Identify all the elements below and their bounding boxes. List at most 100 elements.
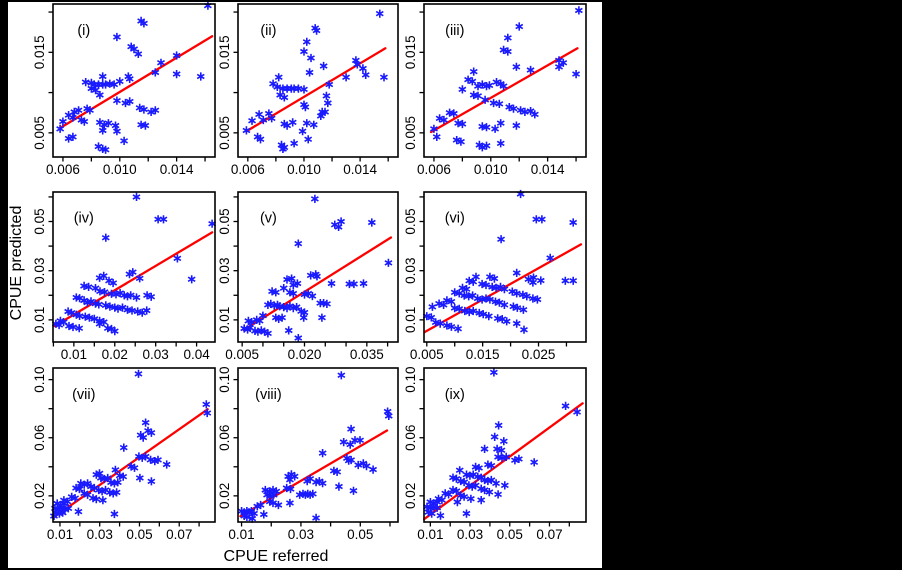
data-point <box>502 317 511 326</box>
data-point <box>431 318 440 327</box>
data-point <box>458 119 467 129</box>
data-point <box>139 105 148 114</box>
data-point <box>151 106 160 115</box>
data-point <box>95 469 104 478</box>
y-tick-label: 0.02 <box>32 483 47 509</box>
data-point <box>454 324 463 333</box>
y-tick-label: 0.01 <box>32 307 47 333</box>
data-point <box>474 463 483 473</box>
data-point <box>435 299 444 308</box>
x-tick-label: 0.05 <box>347 527 373 542</box>
data-point <box>58 508 67 517</box>
data-point <box>101 233 110 242</box>
data-point <box>285 498 294 508</box>
panel-frame <box>237 191 399 343</box>
data-point <box>458 85 467 94</box>
data-point <box>536 276 545 285</box>
data-point <box>132 293 141 302</box>
data-point <box>433 503 442 512</box>
x-tick-label: 0.07 <box>166 527 192 542</box>
data-point <box>499 437 508 446</box>
data-point <box>280 93 289 102</box>
data-point <box>110 509 119 519</box>
data-point <box>302 37 311 46</box>
panel-label: (iv) <box>74 211 94 227</box>
data-point <box>497 446 506 455</box>
panel-label: (ix) <box>445 387 465 403</box>
data-point <box>495 99 504 108</box>
data-point <box>337 371 346 380</box>
data-point <box>74 507 83 516</box>
data-point <box>125 97 134 106</box>
data-point <box>283 84 292 93</box>
data-point <box>347 455 356 465</box>
data-point <box>569 218 578 227</box>
data-point <box>500 285 509 294</box>
y-tick-label: 0.05 <box>32 208 47 234</box>
data-point <box>325 80 334 89</box>
y-axis-title: CPUE predicted <box>8 206 25 321</box>
data-point <box>172 51 181 60</box>
scatter-grid-figure: CPUE predicted CPUE referred 0.006 0.010 0… <box>8 1 587 565</box>
panel-label: (v) <box>260 211 277 227</box>
x-tick-label: 0.010 <box>103 162 137 177</box>
scatter-panel-vii: 0.01 0.03 0.05 0.07 0.02 0.06 0.10 (vii) <box>32 366 216 542</box>
data-point <box>309 120 318 129</box>
data-point <box>85 106 94 115</box>
data-point <box>468 77 477 86</box>
data-point <box>91 86 100 95</box>
x-tick-label: 0.03 <box>457 527 483 542</box>
data-point <box>58 117 67 126</box>
data-point <box>305 68 314 77</box>
data-point <box>259 510 268 519</box>
regression-line <box>242 236 393 332</box>
y-tick-label: 0.05 <box>403 208 418 234</box>
data-point <box>512 319 521 328</box>
y-tick-label: 0.10 <box>32 366 47 392</box>
data-point <box>95 90 104 100</box>
data-point <box>572 70 581 79</box>
data-point <box>559 58 568 67</box>
scatter-panel-ix: 0.01 0.03 0.05 0.07 0.02 0.06 0.10 (ix) <box>403 366 587 542</box>
data-point <box>494 421 503 430</box>
data-point <box>327 279 336 288</box>
regression-line <box>58 35 214 130</box>
data-point <box>491 124 500 133</box>
data-point <box>356 436 365 445</box>
data-point <box>482 280 491 290</box>
data-point <box>85 313 94 322</box>
data-point <box>279 284 288 293</box>
data-point <box>318 449 327 458</box>
scatter-panel-viii: 0.01 0.03 0.05 0.02 0.06 0.10 (viii) <box>217 366 399 542</box>
data-point <box>80 117 89 126</box>
data-point <box>109 278 118 288</box>
data-point <box>115 77 124 86</box>
data-point <box>442 321 451 330</box>
y-tick-label: 0.005 <box>32 116 47 150</box>
data-point <box>98 126 107 135</box>
data-point <box>555 62 563 71</box>
data-point <box>342 73 351 82</box>
data-point <box>469 306 478 316</box>
data-point <box>56 124 65 133</box>
y-tick-label: 0.005 <box>217 116 232 150</box>
data-point <box>312 272 321 281</box>
data-point <box>287 274 296 283</box>
data-point <box>68 132 77 141</box>
data-point <box>202 400 211 409</box>
data-point <box>480 444 489 453</box>
data-point <box>447 322 456 331</box>
data-point <box>427 313 436 322</box>
data-point <box>95 319 104 328</box>
data-point <box>139 433 148 442</box>
panel-frame <box>423 191 587 343</box>
x-tick-label: 0.01 <box>417 527 443 542</box>
data-point <box>452 487 461 496</box>
data-point <box>71 494 80 503</box>
data-point <box>299 313 308 322</box>
data-point <box>125 74 134 83</box>
regression-line <box>53 231 214 328</box>
data-point <box>274 500 283 510</box>
x-tick-label: 0.07 <box>536 527 562 542</box>
data-point <box>286 484 295 494</box>
